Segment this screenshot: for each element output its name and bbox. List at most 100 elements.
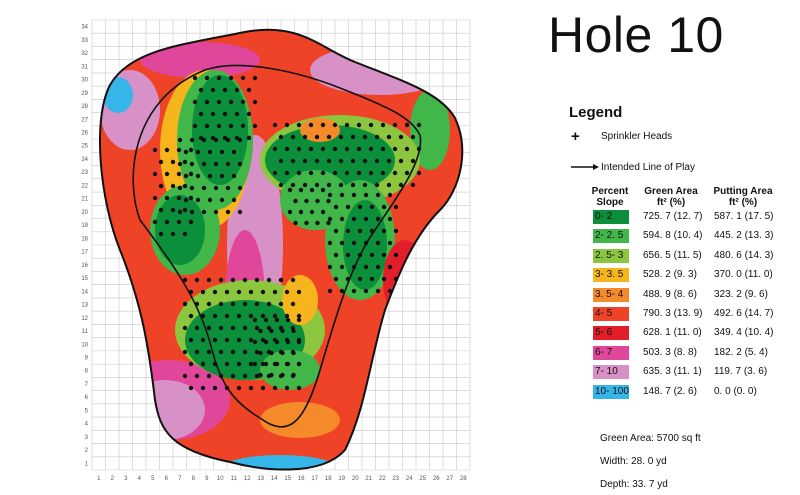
- sprinkler-dot: [216, 123, 222, 129]
- putting-area-value: 323. 2 (9. 6): [714, 288, 768, 300]
- sprinkler-dot: [272, 385, 278, 391]
- x-tick-label: 1: [97, 476, 101, 482]
- sprinkler-label: Sprinkler Heads: [601, 131, 673, 143]
- x-axis-ticks: 1 2 3 4 5 6 7 8 9 10 11 12 13 14 15 16 17 18 19 20 21 22 23 24 2…: [97, 476, 467, 482]
- sprinkler-dot: [219, 173, 225, 179]
- sprinkler-dot: [170, 231, 176, 237]
- green-area-value: 503. 3 (8. 8): [643, 346, 697, 358]
- putting-area-value: 587. 1 (17. 5): [714, 211, 774, 222]
- sprinkler-dot: [218, 277, 224, 283]
- green-area-value: 488. 9 (8. 6): [643, 288, 697, 300]
- sprinkler-dot: [290, 277, 296, 283]
- stat-width: Width: 28. 0 yd: [600, 456, 667, 467]
- sprinkler-dot: [363, 288, 369, 294]
- sprinkler-dot: [260, 313, 266, 319]
- sprinkler-dot: [194, 277, 200, 283]
- sprinkler-dot: [296, 122, 302, 128]
- sprinkler-dot: [381, 276, 387, 282]
- sprinkler-dot: [387, 288, 393, 294]
- sprinkler-dot: [285, 317, 291, 323]
- sprinkler-dot: [285, 361, 291, 367]
- sprinkler-dot: [327, 192, 333, 198]
- y-tick-label: 8: [85, 369, 89, 375]
- sprinkler-dot: [339, 240, 345, 246]
- col-header-slope: Percent Slope: [591, 186, 629, 208]
- sprinkler-dot: [230, 325, 236, 331]
- sprinkler-dot: [392, 122, 398, 128]
- x-tick-label: 6: [165, 476, 169, 482]
- putting-area-value: 480. 6 (14. 3): [714, 249, 774, 261]
- x-tick-label: 20: [352, 476, 359, 482]
- sprinkler-dot: [296, 317, 302, 323]
- sprinkler-dot: [188, 361, 194, 367]
- sprinkler-dot: [260, 385, 266, 391]
- sprinkler-dot: [200, 385, 206, 391]
- green-area-value: 656. 5 (11. 5): [643, 249, 702, 261]
- x-tick-label: 3: [124, 476, 128, 482]
- sprinkler-dot: [298, 209, 304, 215]
- color-swatch: [593, 268, 629, 283]
- y-tick-label: 2: [85, 448, 89, 454]
- sprinkler-dot: [327, 240, 333, 246]
- y-tick-label: 9: [85, 356, 89, 362]
- sprinkler-dots: [152, 75, 422, 391]
- sprinkler-dot: [320, 209, 326, 215]
- sprinkler-dot: [158, 183, 164, 189]
- sprinkler-dot: [392, 170, 398, 176]
- sprinkler-dot: [231, 197, 237, 203]
- sprinkler-dot: [368, 122, 374, 128]
- sprinkler-dot: [387, 240, 393, 246]
- sprinkler-dot: [260, 289, 266, 295]
- sprinkler-dot: [158, 207, 164, 213]
- sprinkler-dot: [207, 173, 213, 179]
- y-tick-label: 4: [85, 422, 89, 428]
- sprinkler-dot: [246, 87, 252, 93]
- legend-line-of-play: Intended Line of Play: [571, 162, 695, 173]
- putting-area-value: 445. 2 (13. 3): [714, 230, 774, 242]
- sprinkler-dot: [296, 385, 302, 391]
- sprinkler-dot: [280, 350, 285, 356]
- sprinkler-dot: [176, 195, 182, 201]
- sprinkler-dot: [182, 231, 188, 237]
- sprinkler-dot: [333, 252, 339, 258]
- sprinkler-dot: [158, 231, 164, 237]
- sprinkler-dot: [188, 219, 194, 225]
- y-tick-label: 31: [81, 64, 88, 70]
- sprinkler-dot: [333, 204, 339, 210]
- y-tick-label: 34: [81, 25, 88, 31]
- sprinkler-dot: [192, 123, 198, 129]
- x-tick-label: 11: [231, 476, 238, 482]
- y-tick-label: 19: [81, 223, 88, 229]
- sprinkler-dot: [176, 219, 182, 225]
- sprinkler-dot: [381, 228, 387, 234]
- x-tick-label: 7: [178, 476, 182, 482]
- y-tick-label: 11: [82, 329, 89, 335]
- sprinkler-dot: [182, 183, 188, 189]
- sprinkler-dot: [258, 350, 263, 356]
- sprinkler-dot: [272, 289, 278, 295]
- sprinkler-dot: [272, 122, 278, 128]
- x-tick-label: 23: [392, 476, 399, 482]
- sprinkler-dot: [363, 192, 369, 198]
- color-swatch: [593, 248, 629, 263]
- sprinkler-dot: [375, 240, 381, 246]
- sprinkler-dot: [304, 220, 309, 226]
- green-area-value: 725. 7 (12. 7): [643, 211, 703, 222]
- sprinkler-dot: [363, 264, 369, 270]
- sprinkler-dot: [327, 216, 333, 222]
- green-area-value: 148. 7 (2. 6): [643, 385, 697, 397]
- sprinkler-dot: [332, 122, 338, 128]
- sprinkler-dot: [266, 301, 272, 307]
- y-tick-label: 18: [81, 236, 88, 242]
- sprinkler-dot: [327, 264, 333, 270]
- putting-area-value: 349. 4 (10. 4): [714, 327, 774, 339]
- sprinkler-dot: [314, 158, 320, 164]
- sprinkler-dot: [404, 170, 410, 176]
- sprinkler-dot: [296, 146, 302, 152]
- sprinkler-dot: [188, 337, 194, 343]
- sprinkler-dot: [326, 134, 332, 140]
- sprinkler-dot: [183, 197, 189, 203]
- sprinkler-dot: [216, 99, 222, 105]
- col-header-putting: Putting Area ft² (%): [713, 186, 773, 208]
- sprinkler-dot: [274, 339, 280, 345]
